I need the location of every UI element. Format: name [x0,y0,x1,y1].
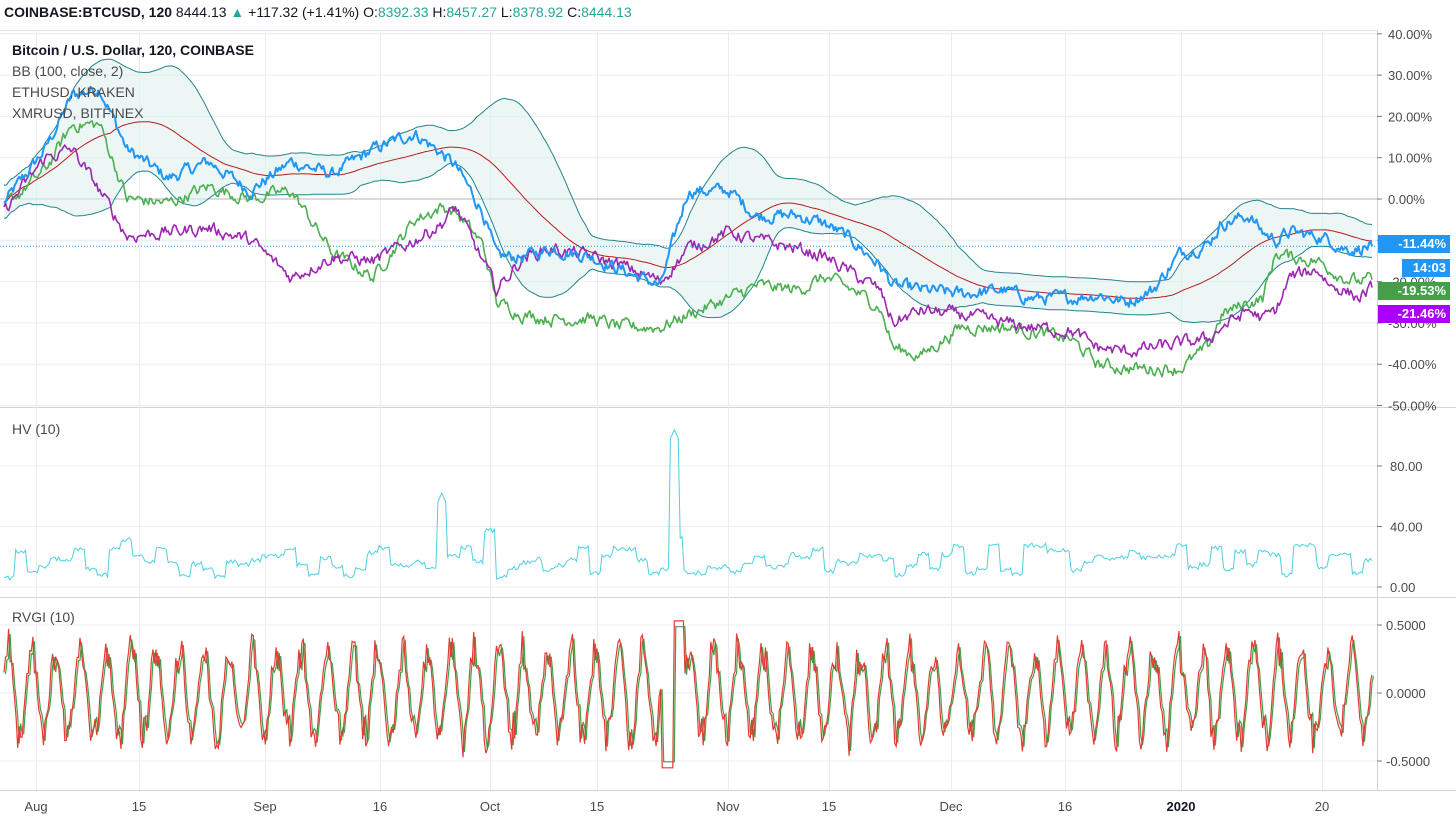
y-tick-label: 20.00% [1388,109,1433,124]
y-tick-label: 0.00% [1388,192,1425,207]
hv-tick-label: 40.00 [1390,520,1423,535]
price-tag-countdown: 14:03 [1402,259,1450,277]
legend-xmrusd[interactable]: XMRUSD, BITFINEX [12,105,144,121]
y-tick-label: 30.00% [1388,68,1433,83]
legend-bb[interactable]: BB (100, close, 2) [12,63,124,79]
hv-title[interactable]: HV (10) [12,421,61,437]
symbol-name[interactable]: COINBASE:BTCUSD, 120 [4,4,173,20]
x-tick-label: 16 [1058,799,1072,814]
y-tick-label: 10.00% [1388,151,1433,166]
hv-pane-legend[interactable]: HV (10) [12,419,60,440]
high-label: H: [432,4,447,20]
xmr-series-line [3,144,1373,358]
btc-series-line [3,85,1373,308]
close-label: C: [567,4,582,20]
eth-series-line [3,120,1373,378]
last-price: 8444.13 [175,4,227,20]
legend-ethusd[interactable]: ETHUSD, KRAKEN [12,84,135,100]
symbol-header: COINBASE:BTCUSD, 120 8444.13 ▲ +117.32 (… [4,4,632,24]
hv-tick-label: 0.00 [1390,580,1415,595]
price-tag-xmr: -21.46% [1378,305,1450,323]
x-tick-label: 16 [373,799,387,814]
x-tick-label: Dec [939,799,963,814]
y-tick-label: -40.00% [1388,357,1437,372]
y-tick-label: 40.00% [1388,27,1433,42]
x-tick-label: 15 [132,799,146,814]
rvgi-tick-label: 0.0000 [1386,686,1426,701]
rvgi-title[interactable]: RVGI (10) [12,609,75,625]
bb-upper-band [3,58,1373,283]
close-value: 8444.13 [581,4,632,20]
main-pane-legend: Bitcoin / U.S. Dollar, 120, COINBASE BB … [12,40,254,124]
price-tag-btc: -11.44% [1378,235,1450,253]
x-tick-label: Sep [253,799,276,814]
hv-line [3,428,1373,581]
price-tag-eth: -19.53% [1378,282,1450,300]
x-tick-label: 20 [1315,799,1329,814]
y-tick-label: -50.00% [1388,399,1437,414]
rvgi-tick-label: 0.5000 [1386,618,1426,633]
high-value: 8457.27 [446,4,497,20]
rvgi-tick-label: -0.5000 [1386,754,1430,769]
main-series-title[interactable]: Bitcoin / U.S. Dollar, 120, COINBASE [12,42,254,58]
low-value: 8378.92 [512,4,564,20]
rvgi-signal-line [4,626,1375,763]
low-label: L: [500,4,513,20]
open-value: 8392.33 [377,4,429,20]
x-tick-label: 15 [590,799,604,814]
bb-lower-band [3,163,1373,323]
hv-tick-label: 80.00 [1390,459,1423,474]
x-tick-label: 15 [822,799,836,814]
price-change: +117.32 (+1.41%) [248,4,360,20]
x-tick-label: 2020 [1167,799,1196,814]
x-tick-label: Aug [24,799,47,814]
rvgi-pane-legend[interactable]: RVGI (10) [12,607,75,628]
up-arrow-icon: ▲ [230,4,245,20]
rvgi-line [3,620,1373,769]
open-label: O: [363,4,378,20]
x-tick-label: Nov [716,799,740,814]
x-tick-label: Oct [480,799,501,814]
